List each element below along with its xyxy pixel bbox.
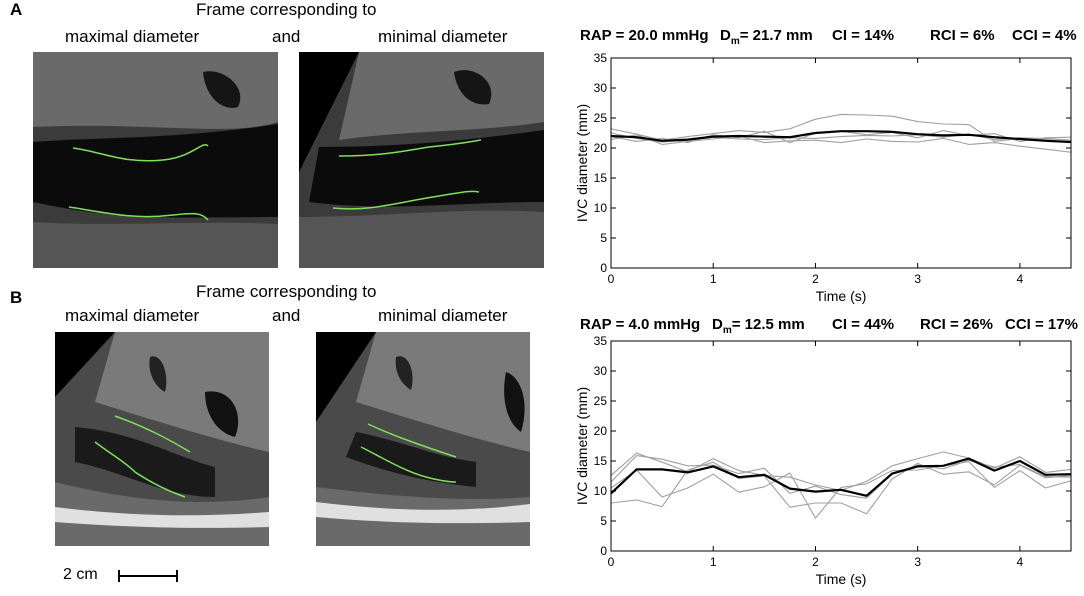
mean-diameter-line — [611, 457, 1071, 497]
panel-a-min-frame-image — [299, 52, 544, 268]
panel-a-ivc-chart: 0 5 10 15 20 25 30 35 0 1 2 3 4 Time (s) IVC diameter … — [574, 52, 1072, 304]
frame-diameter-line-2 — [611, 455, 1071, 499]
scale-bar-label: 2 cm — [63, 566, 98, 583]
mean-diameter-line — [611, 130, 1071, 144]
panel-a-maximal-caption: maximal diameter — [65, 27, 200, 46]
y-axis-label: IVC diameter (mm) — [574, 387, 590, 505]
x-tick-label: 0 — [608, 555, 615, 569]
x-tick-label: 0 — [608, 272, 615, 286]
y-tick-label: 0 — [600, 544, 607, 558]
panel-b-min-frame-image — [316, 332, 530, 546]
frame-diameter-line-1 — [611, 461, 1071, 515]
x-tick-label: 4 — [1017, 555, 1024, 569]
panel-b-and-caption: and — [272, 306, 301, 325]
panel-b-ci: CI = 44% — [832, 316, 895, 333]
panel-a-ci: CI = 14% — [832, 27, 895, 44]
panel-a-rap: RAP = 20.0 mmHg — [580, 27, 709, 44]
panel-b-frame-caption: Frame corresponding to — [196, 282, 377, 301]
panel-b-cci: CCI = 17% — [1005, 316, 1078, 333]
frame-diameter-line-4 — [611, 461, 1071, 519]
panel-a-max-frame-image — [33, 52, 278, 268]
panel-b-ivc-chart: 0 5 10 15 20 25 30 35 0 1 2 3 4 Time (s) IVC diameter … — [574, 335, 1072, 587]
x-axis-label: Time (s) — [816, 571, 867, 587]
plot-area-frame — [610, 57, 1072, 269]
y-tick-label: 35 — [594, 52, 608, 65]
panel-a-and-caption: and — [272, 27, 301, 46]
y-axis-label: IVC diameter (mm) — [574, 104, 590, 222]
y-tick-label: 5 — [600, 514, 607, 528]
y-tick-label: 15 — [594, 454, 608, 468]
y-tick-label: 35 — [594, 335, 608, 348]
panel-b-maximal-caption: maximal diameter — [65, 306, 200, 325]
x-tick-label: 3 — [914, 272, 921, 286]
plot-area-frame — [610, 340, 1072, 552]
panel-b-minimal-caption: minimal diameter — [378, 306, 508, 325]
y-tick-label: 25 — [594, 394, 608, 408]
y-tick-label: 15 — [594, 171, 608, 185]
frame-diameter-line-3 — [611, 134, 1071, 153]
y-tick-label: 20 — [594, 141, 608, 155]
panel-b-max-frame-image — [55, 332, 269, 546]
y-tick-label: 25 — [594, 111, 608, 125]
y-tick-label: 30 — [594, 81, 608, 95]
panel-b-label: B — [10, 288, 23, 307]
y-tick-label: 30 — [594, 364, 608, 378]
panel-a-label: A — [10, 0, 23, 19]
x-tick-label: 4 — [1017, 272, 1024, 286]
x-axis-label: Time (s) — [816, 288, 867, 304]
panel-a-frame-caption: Frame corresponding to — [196, 0, 377, 19]
x-tick-label: 1 — [710, 272, 717, 286]
scale-bar — [118, 570, 178, 582]
y-tick-label: 20 — [594, 424, 608, 438]
y-tick-label: 5 — [600, 231, 607, 245]
y-tick-label: 10 — [594, 201, 608, 215]
panel-a-rci: RCI = 6% — [930, 27, 995, 44]
panel-b-rap: RAP = 4.0 mmHg — [580, 316, 701, 333]
panel-a-cci: CCI = 4% — [1012, 27, 1077, 44]
y-tick-label: 0 — [600, 261, 607, 275]
frame-diameter-line-2 — [611, 113, 1071, 143]
panel-a-dm: Dm= 21.7 mm — [720, 27, 813, 47]
x-tick-label: 3 — [914, 555, 921, 569]
x-tick-label: 1 — [710, 555, 717, 569]
x-tick-label: 2 — [812, 555, 819, 569]
panel-b-dm: Dm= 12.5 mm — [712, 316, 805, 336]
panel-a-minimal-caption: minimal diameter — [378, 27, 508, 46]
x-tick-label: 2 — [812, 272, 819, 286]
y-tick-label: 10 — [594, 484, 608, 498]
panel-b-rci: RCI = 26% — [920, 316, 993, 333]
